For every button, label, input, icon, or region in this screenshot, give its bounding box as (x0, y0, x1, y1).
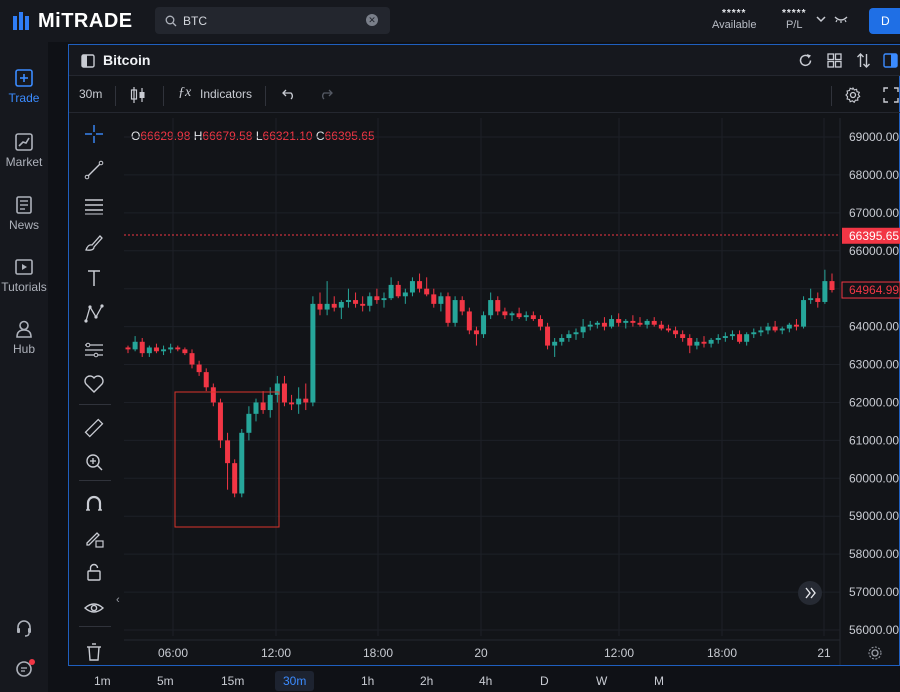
panel-layout-icon[interactable] (883, 53, 898, 68)
timeframe-30m[interactable]: 30m (275, 671, 315, 691)
redo-icon[interactable] (319, 88, 333, 100)
logo[interactable]: MiTRADE (12, 9, 133, 33)
sort-arrows-icon[interactable] (856, 53, 871, 68)
available-value: ***** (721, 8, 747, 19)
ohlc-low-label: L (255, 129, 263, 143)
brush-icon[interactable] (82, 230, 106, 254)
crosshair-icon[interactable] (82, 122, 106, 146)
plus-square-icon (15, 69, 33, 87)
pl-label: P/L (785, 19, 803, 31)
indicators-button[interactable]: Indicators (200, 87, 253, 101)
timeframe-d[interactable]: D (540, 674, 549, 688)
logo-icon (13, 12, 29, 30)
page-title: Bitcoin (103, 52, 151, 68)
sidebar-item-label: Market (5, 155, 43, 169)
tool-divider (79, 480, 111, 481)
candlestick-type-icon[interactable] (130, 86, 146, 104)
user-icon (16, 320, 32, 338)
horizontal-lines-icon[interactable] (82, 194, 106, 218)
clear-search-icon[interactable]: ✕ (366, 14, 378, 26)
eye-icon[interactable] (82, 596, 106, 620)
available-balance: ***** Available (712, 8, 756, 31)
chat-icon[interactable] (14, 658, 36, 680)
pattern-tool-icon[interactable] (82, 302, 106, 326)
refresh-icon[interactable] (798, 53, 813, 68)
toolbar-divider (115, 86, 116, 106)
search-icon (165, 15, 177, 26)
available-label: Available (712, 19, 757, 31)
search-box[interactable]: ✕ (155, 7, 390, 34)
chevron-down-icon[interactable] (815, 14, 827, 24)
magnet-icon[interactable] (82, 492, 106, 516)
eye-hidden-icon[interactable] (833, 13, 849, 25)
search-input[interactable] (183, 13, 353, 28)
ohlc-close-value: 66395.65 (324, 129, 375, 143)
sidebar-item-label: News (8, 218, 39, 232)
ohlc-high-label: H (193, 129, 203, 143)
top-bar: MiTRADE ✕ ***** Available ***** P/L D (0, 0, 900, 42)
scroll-right-button (798, 581, 822, 605)
tool-divider (79, 404, 111, 405)
play-icon (15, 259, 33, 275)
pl-balance: ***** P/L (782, 8, 806, 31)
sidebar-item-trade[interactable]: Trade (0, 68, 48, 105)
chart-panel: Bitcoin 30m ƒx Indicators (68, 44, 900, 666)
ohlc-high-value: 66679.58 (202, 129, 253, 143)
timeframe-w[interactable]: W (596, 674, 608, 688)
sidebar-toggle-icon[interactable] (81, 54, 95, 68)
timeframe-bar: 1m 5m 15m 30m 1h 2h 4h D W M (68, 668, 900, 692)
sidebar-item-tutorials[interactable]: Tutorials (0, 257, 48, 294)
chart-line-icon (15, 133, 33, 151)
function-icon[interactable]: ƒx (178, 85, 192, 100)
tool-divider (79, 626, 111, 627)
sidebar-item-market[interactable]: Market (0, 132, 48, 169)
sidebar-item-label: Trade (8, 91, 40, 105)
ruler-icon[interactable] (82, 416, 106, 440)
toolbar-divider (831, 86, 832, 106)
ohlc-low-value: 66321.10 (262, 129, 313, 143)
ohlc-close-label: C (315, 129, 325, 143)
toolbar-divider (265, 86, 266, 106)
fullscreen-icon[interactable] (883, 87, 899, 103)
interval-selector[interactable]: 30m (79, 87, 103, 101)
headset-icon[interactable] (14, 618, 34, 638)
timeframe-4h[interactable]: 4h (479, 674, 493, 688)
trash-icon[interactable] (82, 640, 106, 664)
grid-layout-icon[interactable] (827, 53, 842, 68)
ohlc-open-value: 66629.98 (140, 129, 191, 143)
logo-text: MiTRADE (38, 9, 133, 32)
sidebar-item-hub[interactable]: Hub (0, 319, 48, 356)
drawing-tools (69, 114, 121, 666)
forecast-tool-icon[interactable] (82, 338, 106, 362)
heart-icon[interactable] (82, 372, 106, 396)
toolbar-divider (163, 86, 164, 106)
settings-gear-icon[interactable] (845, 87, 861, 103)
timeframe-15m[interactable]: 15m (221, 674, 245, 688)
timeframe-5m[interactable]: 5m (157, 674, 174, 688)
sidebar-item-news[interactable]: News (0, 195, 48, 232)
chart-toolbar: 30m ƒx Indicators (69, 77, 900, 113)
lock-pencil-icon[interactable] (82, 526, 106, 550)
ohlc-legend: O66629.98 H66679.58 L66321.10 C66395.65 (131, 129, 375, 143)
panel-header: Bitcoin (69, 45, 900, 76)
zoom-in-icon[interactable] (82, 450, 106, 474)
pl-value: ***** (782, 8, 807, 19)
timeframe-1m[interactable]: 1m (94, 674, 111, 688)
news-icon (16, 196, 32, 214)
sidebar-item-label: Hub (12, 342, 35, 356)
deposit-button[interactable]: D (869, 8, 900, 34)
timeframe-1h[interactable]: 1h (361, 674, 375, 688)
timeframe-2h[interactable]: 2h (420, 674, 434, 688)
timeframe-m[interactable]: M (654, 674, 664, 688)
trend-line-icon[interactable] (82, 158, 106, 182)
sidebar: Trade Market News Tutorials Hub (0, 42, 48, 692)
text-tool-icon[interactable] (82, 266, 106, 290)
undo-icon[interactable] (282, 88, 296, 100)
lock-icon[interactable] (82, 560, 106, 584)
sidebar-item-label: Tutorials (1, 280, 47, 294)
ohlc-open-label: O (131, 129, 141, 143)
